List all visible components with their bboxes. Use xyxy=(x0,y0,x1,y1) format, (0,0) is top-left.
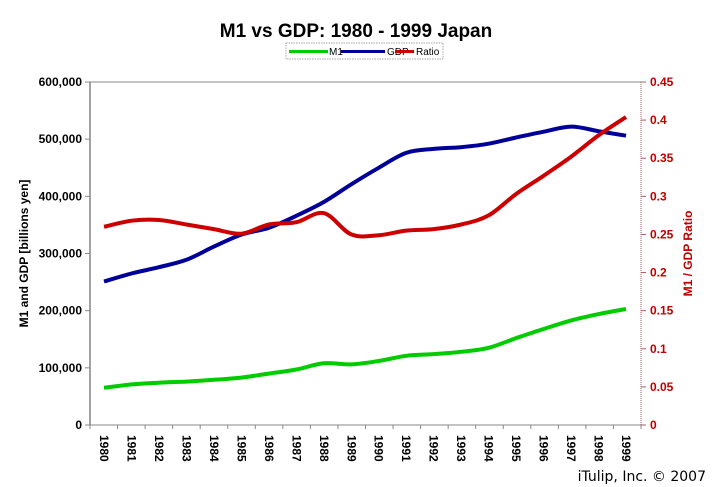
y-right-tick-label: 0.2 xyxy=(650,266,667,280)
y-right-tick-label: 0.35 xyxy=(650,151,674,165)
x-tick-label: 1988 xyxy=(317,435,331,462)
x-tick-label: 1987 xyxy=(289,435,303,462)
y-left-tick-label: 400,000 xyxy=(39,189,83,203)
y-axis-right-label: M1 / GDP Ratio xyxy=(681,211,695,297)
y-right-tick-label: 0 xyxy=(650,418,657,432)
x-tick-label: 1999 xyxy=(619,435,633,462)
x-tick-label: 1981 xyxy=(124,435,138,462)
chart-title: M1 vs GDP: 1980 - 1999 Japan xyxy=(220,21,492,42)
series-line-gdp xyxy=(103,124,627,284)
x-tick-label: 1994 xyxy=(482,435,496,462)
y-left-tick-label: 600,000 xyxy=(39,75,83,89)
x-tick-label: 1995 xyxy=(509,435,523,462)
x-tick-label: 1980 xyxy=(97,435,111,462)
y-right-tick-label: 0.45 xyxy=(650,75,674,89)
x-tick-label: 1996 xyxy=(537,435,551,462)
x-tick-label: 1991 xyxy=(399,435,413,462)
y-right-tick-label: 0.1 xyxy=(650,342,667,356)
legend-label-ratio: Ratio xyxy=(416,47,440,58)
copyright-credit: iTulip, Inc. © 2007 xyxy=(578,469,706,485)
y-right-tick-label: 0.15 xyxy=(650,304,674,318)
x-tick-label: 1997 xyxy=(564,435,578,462)
y-right-tick-label: 0.4 xyxy=(650,113,667,127)
y-left-tick-label: 200,000 xyxy=(39,304,83,318)
legend-label-m1: M1 xyxy=(329,47,343,58)
x-tick-label: 1998 xyxy=(592,435,606,462)
y-left-tick-label: 0 xyxy=(75,418,82,432)
series-line-ratio xyxy=(103,115,628,239)
y-right-tick-label: 0.05 xyxy=(650,380,674,394)
y-axis-left-label: M1 and GDP [billions yen] xyxy=(17,180,31,328)
x-tick-label: 1983 xyxy=(179,435,193,462)
y-right-tick-label: 0.3 xyxy=(650,189,667,203)
x-tick-label: 1982 xyxy=(152,435,166,462)
x-tick-label: 1990 xyxy=(372,435,386,462)
x-tick-label: 1992 xyxy=(427,435,441,462)
x-tick-label: 1993 xyxy=(454,435,468,462)
y-left-tick-label: 100,000 xyxy=(39,361,83,375)
series-line-m1 xyxy=(103,307,627,390)
x-tick-label: 1985 xyxy=(234,435,248,462)
y-left-tick-label: 500,000 xyxy=(39,132,83,146)
x-tick-label: 1986 xyxy=(262,435,276,462)
plot-area: 0 100,000 200,000 300,000 400,000 500,000 600,… xyxy=(39,75,674,462)
legend: M1GDPRatio xyxy=(285,42,444,60)
y-left-tick-label: 300,000 xyxy=(39,247,83,261)
x-tick-label: 1989 xyxy=(344,435,358,462)
y-right-tick-label: 0.25 xyxy=(650,227,674,241)
x-tick-label: 1984 xyxy=(207,435,221,462)
